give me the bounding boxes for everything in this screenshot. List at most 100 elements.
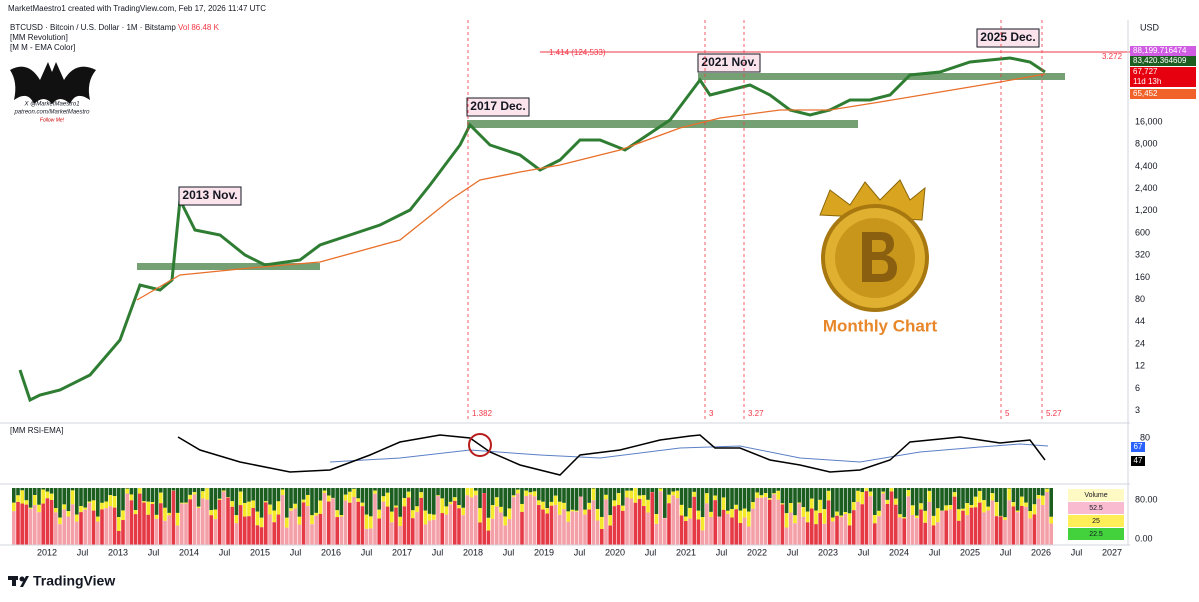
volume-green bbox=[999, 488, 1003, 516]
time-label: Jul bbox=[290, 547, 302, 557]
volume-yellow bbox=[990, 493, 995, 501]
volume-green bbox=[822, 488, 827, 510]
volume-red bbox=[209, 515, 213, 545]
volume-red bbox=[79, 512, 83, 545]
volume-red bbox=[24, 504, 29, 545]
volume-red bbox=[285, 527, 289, 545]
volume-green bbox=[591, 488, 596, 489]
volume-red bbox=[570, 511, 575, 545]
volume-green bbox=[490, 488, 495, 506]
volume-green bbox=[37, 488, 41, 505]
volume-yellow bbox=[192, 492, 197, 495]
price-tag-bg bbox=[1130, 46, 1196, 56]
volume-green bbox=[121, 488, 125, 511]
volume-yellow bbox=[87, 501, 92, 503]
volume-red bbox=[894, 504, 898, 545]
volume-red bbox=[763, 497, 768, 545]
volume-red bbox=[864, 491, 869, 545]
volume-green bbox=[969, 488, 974, 505]
price-label: 24 bbox=[1135, 338, 1145, 348]
volume-green bbox=[755, 488, 759, 493]
volume-green bbox=[814, 488, 818, 511]
volume-red bbox=[402, 506, 407, 545]
volume-green bbox=[587, 488, 591, 503]
volume-green bbox=[734, 488, 738, 505]
volume-red bbox=[801, 516, 806, 545]
volume-green bbox=[364, 488, 369, 515]
volume-red bbox=[364, 528, 369, 545]
volume-green bbox=[54, 488, 58, 509]
indicator: [MM Revolution] bbox=[10, 33, 68, 42]
volume-green bbox=[545, 488, 549, 509]
volume-red bbox=[348, 502, 352, 545]
volume-yellow bbox=[1015, 510, 1020, 513]
volume-green bbox=[280, 488, 285, 490]
volume-yellow bbox=[658, 488, 663, 492]
volume-yellow bbox=[285, 517, 289, 528]
volume-green bbox=[990, 488, 995, 494]
volume-red bbox=[936, 522, 940, 545]
annotation-box bbox=[697, 53, 761, 73]
volume-red bbox=[217, 499, 222, 545]
volume-green bbox=[381, 488, 386, 497]
volume-green bbox=[860, 488, 864, 493]
volume-yellow bbox=[818, 499, 822, 514]
volume-green bbox=[642, 488, 646, 496]
volume-green bbox=[717, 488, 722, 517]
volume-red bbox=[705, 503, 709, 545]
volume-red bbox=[633, 502, 638, 545]
volume-green bbox=[688, 488, 692, 508]
volume-red bbox=[377, 518, 381, 545]
volume-green bbox=[566, 488, 570, 512]
price-tag: 65,452 bbox=[1133, 89, 1158, 98]
volume-red bbox=[860, 504, 864, 545]
volume-green bbox=[419, 488, 423, 493]
volume-red bbox=[230, 506, 234, 545]
volume-yellow bbox=[797, 502, 801, 504]
volume-green bbox=[255, 488, 260, 512]
volume-green bbox=[843, 488, 848, 512]
volume-green bbox=[923, 488, 927, 511]
volume-green bbox=[986, 488, 990, 507]
volume-yellow bbox=[390, 511, 394, 523]
time-label: Jul bbox=[787, 547, 799, 557]
volume: Vol 86.48 K bbox=[178, 23, 220, 32]
volume-red bbox=[406, 497, 411, 545]
volume-red bbox=[268, 514, 272, 545]
volume-green bbox=[154, 488, 159, 515]
volume-green bbox=[507, 488, 512, 509]
volume-yellow bbox=[402, 498, 407, 507]
created-note: MarketMaestro1 created with TradingView.… bbox=[8, 4, 266, 13]
volume-green bbox=[58, 488, 62, 518]
volume-red bbox=[684, 521, 688, 545]
volume-red bbox=[1036, 498, 1041, 545]
volume-green bbox=[226, 488, 230, 498]
volume-yellow bbox=[747, 511, 751, 527]
volume-green bbox=[75, 488, 79, 515]
volume-yellow bbox=[45, 491, 50, 499]
volume-green bbox=[700, 488, 705, 518]
volume-bars bbox=[12, 488, 1053, 545]
volume-yellow bbox=[549, 501, 554, 506]
annotation: 2013 Nov. bbox=[182, 188, 237, 202]
volume-red bbox=[784, 527, 789, 545]
volume-red bbox=[461, 515, 465, 545]
volume-yellow bbox=[129, 494, 134, 501]
volume-yellow bbox=[843, 511, 848, 515]
volume-red bbox=[469, 497, 474, 545]
volume-yellow bbox=[915, 515, 919, 519]
volume-green bbox=[948, 488, 953, 506]
volume-yellow bbox=[553, 495, 558, 505]
volume-red bbox=[238, 505, 243, 545]
volume-green bbox=[885, 488, 890, 500]
volume-green bbox=[251, 488, 255, 501]
volume-green bbox=[83, 488, 87, 508]
volume-green bbox=[600, 488, 604, 517]
annotation-box bbox=[976, 28, 1040, 48]
volume-yellow bbox=[276, 501, 281, 515]
volume-red bbox=[478, 522, 482, 545]
volume-yellow bbox=[591, 488, 596, 501]
volume-yellow bbox=[616, 493, 621, 506]
volume-yellow bbox=[427, 513, 432, 521]
volume-green bbox=[818, 488, 822, 500]
